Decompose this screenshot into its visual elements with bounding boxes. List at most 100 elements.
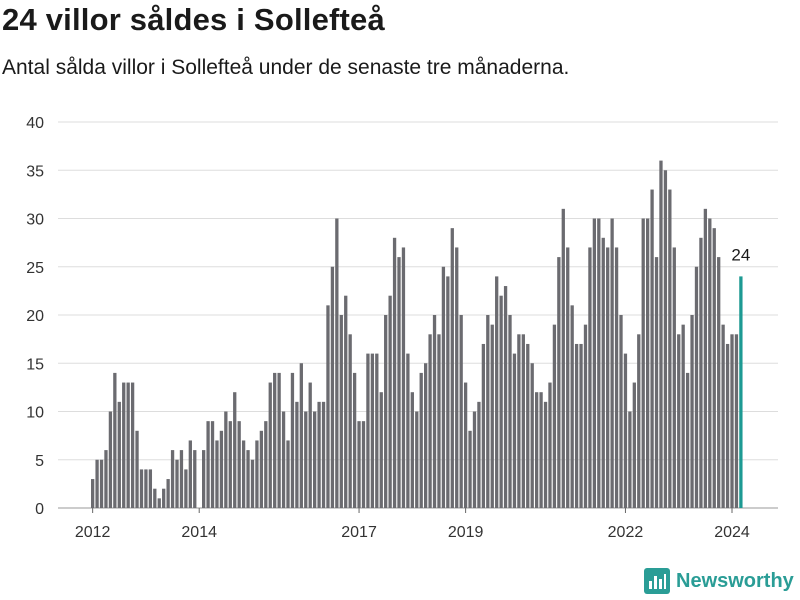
bar [574, 343, 579, 508]
y-tick-label: 0 [35, 501, 44, 518]
bar [579, 343, 583, 508]
bar [130, 382, 135, 508]
bar [499, 295, 503, 508]
bar [193, 450, 197, 508]
bar [206, 421, 210, 508]
bar [361, 421, 366, 508]
y-tick-label: 15 [26, 356, 44, 373]
bar [601, 237, 605, 509]
bar [246, 450, 250, 508]
bar [517, 334, 521, 508]
bar [646, 218, 650, 508]
bar [526, 343, 530, 508]
bar [308, 382, 312, 508]
bar [654, 257, 659, 508]
bar [455, 247, 459, 508]
x-tick-label: 2024 [714, 524, 750, 541]
bar [384, 315, 388, 508]
bar [450, 228, 454, 508]
bar [477, 401, 481, 508]
bar [162, 488, 166, 508]
bar [148, 469, 153, 508]
bar [659, 160, 663, 508]
bar [419, 372, 423, 508]
bar [153, 488, 157, 508]
bar [472, 411, 477, 508]
bar [681, 324, 685, 508]
bar [268, 382, 272, 508]
brand-name: Newsworthy [676, 569, 794, 592]
bar [592, 218, 597, 508]
bar [628, 411, 632, 508]
bar [410, 392, 414, 508]
y-tick-label: 20 [26, 308, 44, 325]
data-labels: 24 [731, 245, 750, 264]
bar [712, 228, 716, 508]
bar [703, 208, 708, 508]
bar [313, 411, 317, 508]
bar [295, 401, 299, 508]
bar [490, 324, 494, 508]
bar [583, 324, 588, 508]
y-tick-label: 40 [26, 115, 44, 132]
bar [437, 334, 441, 508]
bar [397, 257, 401, 508]
y-tick-label: 10 [26, 405, 44, 422]
bar [170, 450, 175, 508]
bar [597, 218, 601, 508]
bar [424, 363, 428, 508]
bar [441, 266, 446, 508]
bar [179, 450, 184, 508]
bar [552, 324, 557, 508]
bar [228, 421, 232, 508]
chart-title: 24 villor såldes i Sollefteå [2, 2, 385, 37]
bar [672, 247, 676, 508]
y-tick-label: 5 [35, 453, 44, 470]
bar [188, 440, 192, 508]
bar [637, 334, 641, 508]
bar [144, 469, 148, 508]
bar [304, 411, 308, 508]
bar [623, 353, 628, 508]
bar [694, 266, 699, 508]
bar [357, 421, 361, 508]
bar [539, 392, 543, 508]
bar [317, 401, 321, 508]
bar [503, 286, 508, 508]
newsworthy-logo: Newsworthy [644, 568, 794, 594]
bar [237, 421, 241, 508]
bar [508, 315, 512, 508]
bar [463, 382, 468, 508]
chart-logo-icon [644, 568, 670, 594]
bar [392, 237, 397, 509]
bar [566, 247, 570, 508]
y-tick-label: 25 [26, 260, 44, 277]
bar [139, 469, 144, 508]
bar [273, 372, 277, 508]
bar [588, 247, 592, 508]
bar [281, 411, 286, 508]
bar [175, 459, 179, 508]
bar [91, 479, 95, 508]
bar [619, 315, 623, 508]
bar [366, 353, 370, 508]
x-tick-label: 2012 [75, 524, 111, 541]
bar [535, 392, 539, 508]
bar [677, 334, 681, 508]
bar [557, 257, 561, 508]
bar [299, 363, 303, 508]
bar [99, 459, 104, 508]
bar [104, 450, 108, 508]
chart-subtitle: Antal sålda villor i Sollefteå under de … [2, 56, 570, 79]
bar [126, 382, 130, 508]
bar [135, 430, 139, 508]
bar [734, 334, 739, 508]
bar [446, 276, 450, 508]
bar [250, 459, 255, 508]
x-axis: 2012 2014 2017 2019 2022 2024 [75, 508, 750, 541]
bar [561, 208, 565, 508]
bar [113, 372, 117, 508]
bar [614, 247, 619, 508]
bar [708, 218, 712, 508]
bar [117, 401, 121, 508]
